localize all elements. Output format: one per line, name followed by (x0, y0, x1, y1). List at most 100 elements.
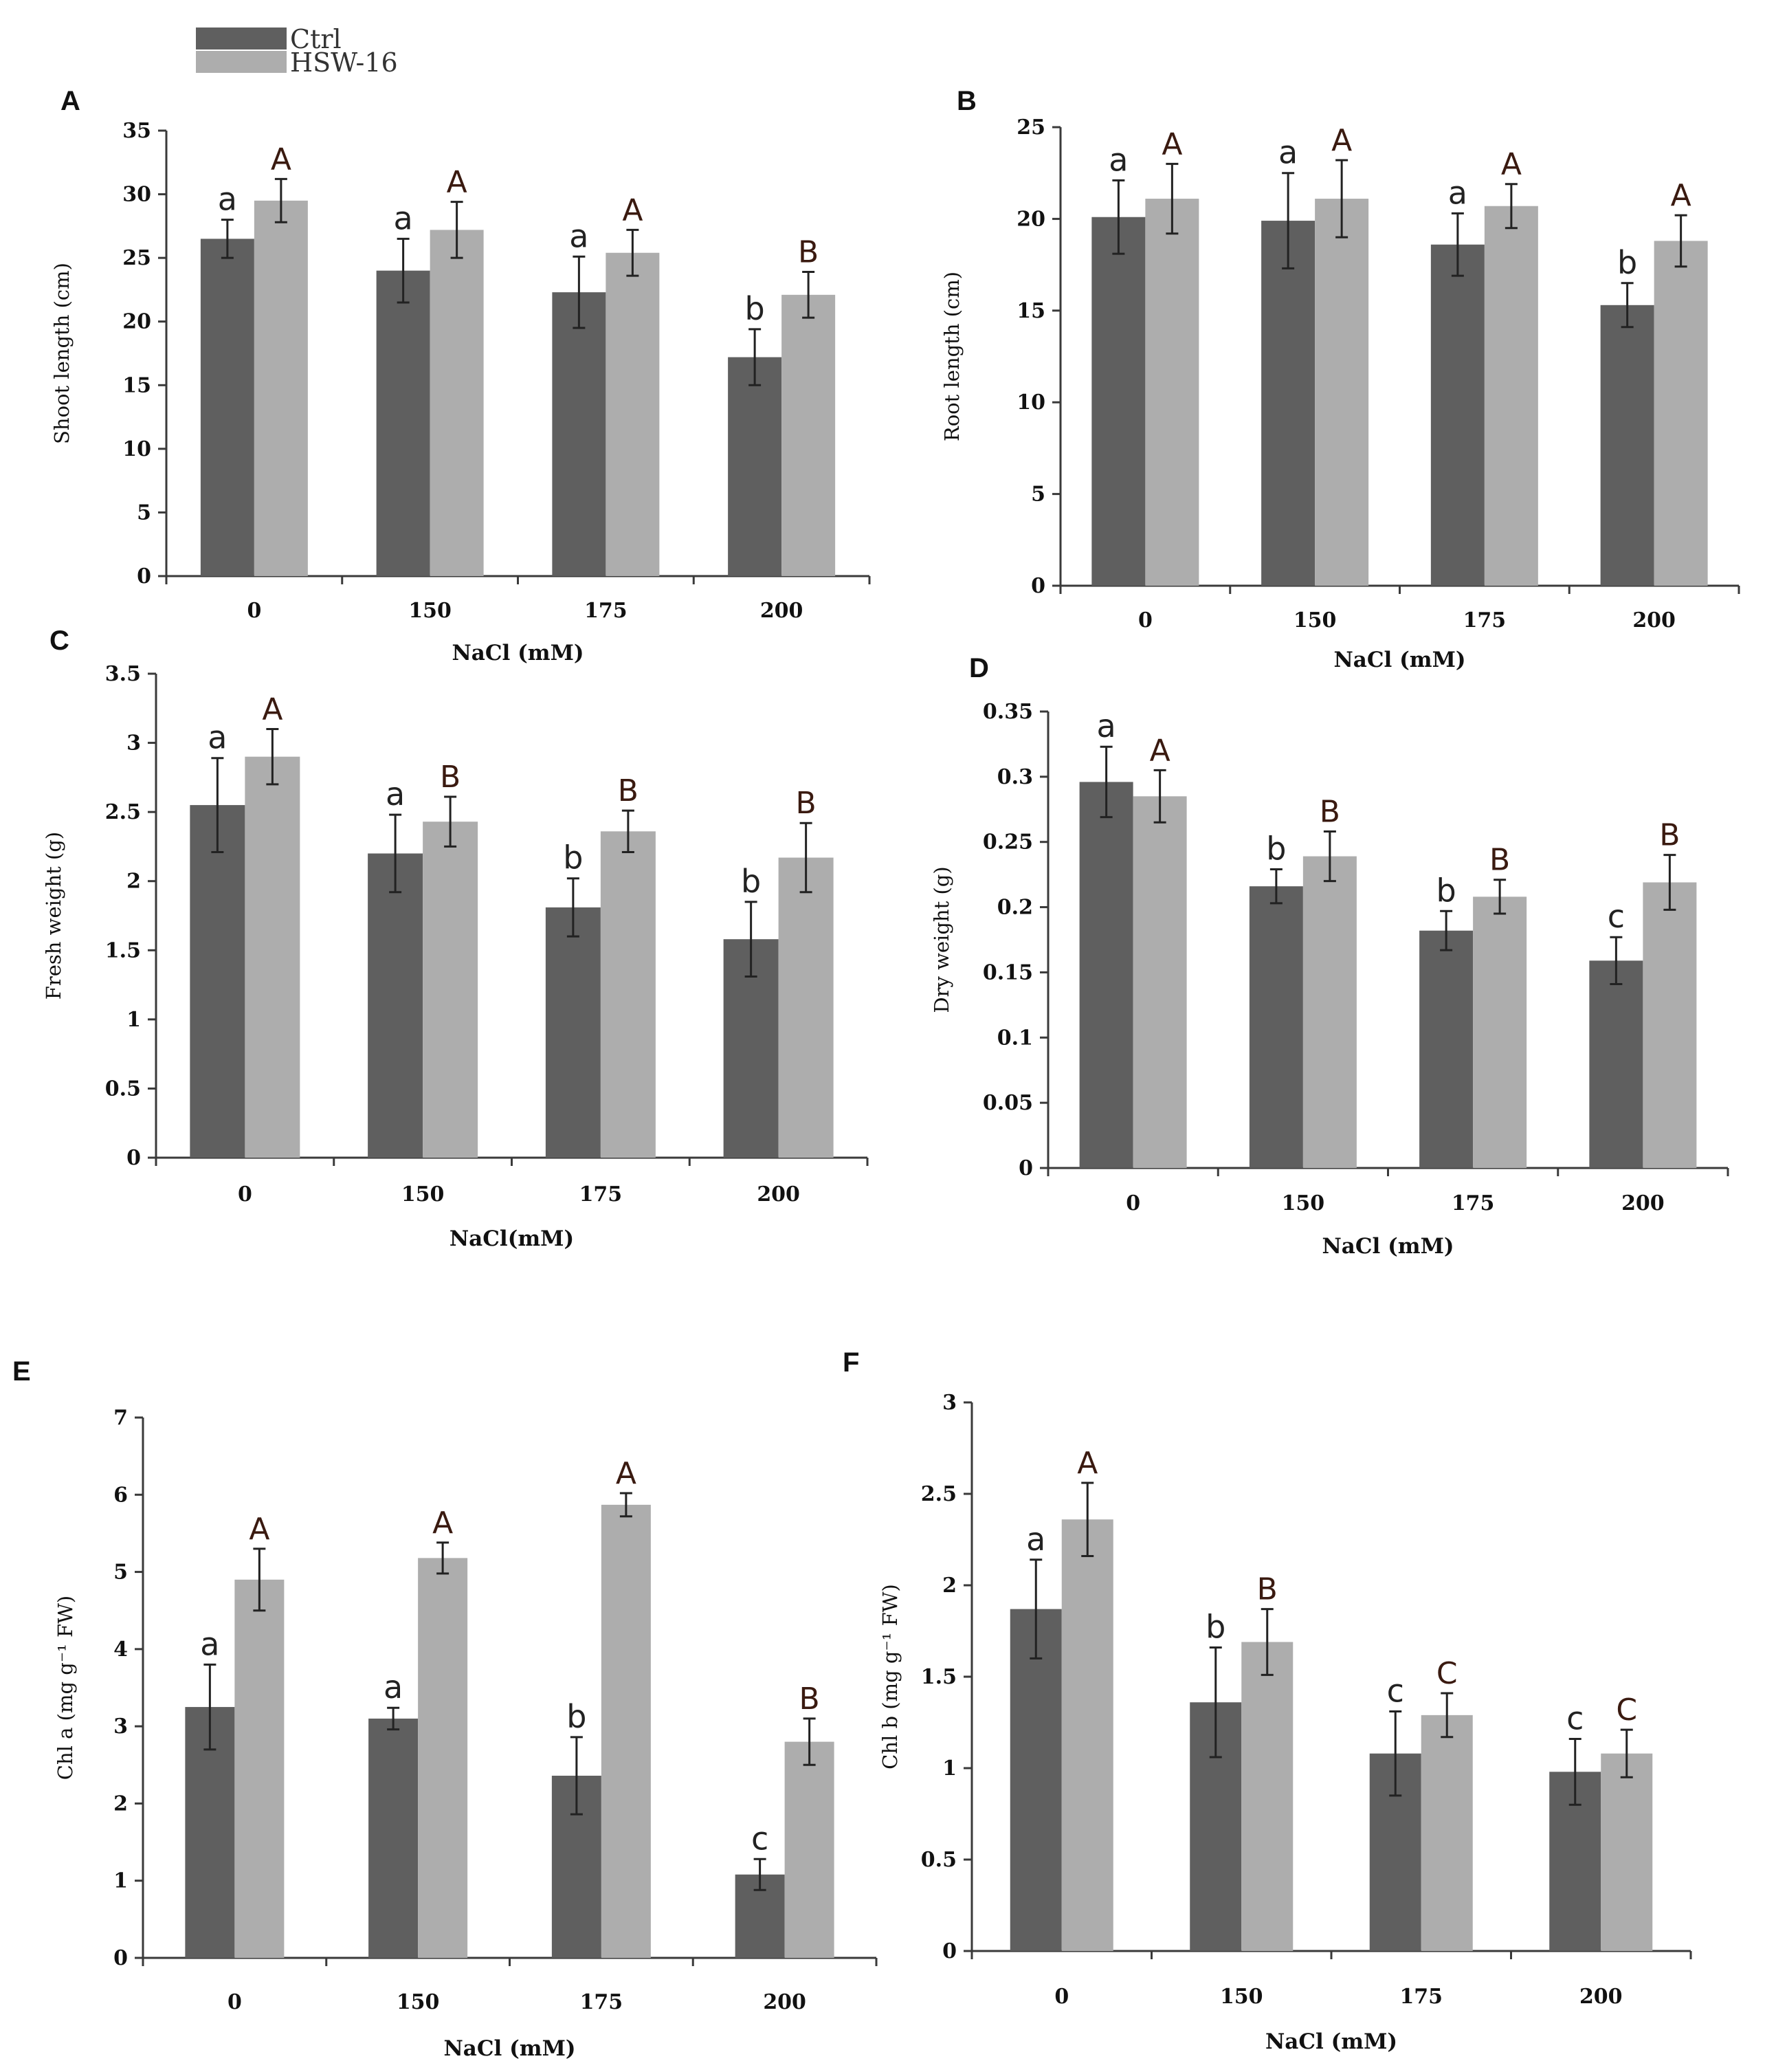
panel-c-x-tick-label: 175 (579, 1182, 623, 1206)
panel-a-significance-letter: a (394, 199, 413, 236)
panel-e-significance-letter: B (799, 1682, 820, 1717)
panel-e-significance-letter: a (200, 1625, 219, 1662)
panel-b-bar-hsw16-175 (1484, 206, 1538, 586)
panel-b-x-tick-label: 0 (1138, 608, 1153, 632)
panel-f-x-tick-label: 0 (1054, 1985, 1069, 2009)
panel-a-x-tick-label: 200 (760, 599, 803, 623)
panel-c-bar-hsw16-200 (778, 857, 834, 1158)
panel-c-significance-letter: a (386, 775, 405, 813)
panel-f-bar-ctrl-0 (1010, 1609, 1062, 1951)
panel-c-x-tick-label: 0 (238, 1182, 252, 1206)
panel-a-y-tick-label: 5 (137, 500, 151, 525)
panel-e-y-tick-label: 2 (113, 1792, 128, 1816)
panel-f-y-tick-label: 2 (942, 1574, 957, 1598)
panel-e-bar-hsw16-175 (601, 1504, 651, 1958)
panel-c-bar-ctrl-150 (368, 853, 423, 1158)
panel-e-y-tick-label: 7 (113, 1406, 128, 1430)
panel-d-x-tick-label: 0 (1126, 1191, 1140, 1215)
panel-e-significance-letter: A (616, 1456, 636, 1491)
panel-e-y-tick-label: 1 (113, 1869, 128, 1893)
panel-e-x-tick-label: 0 (227, 1990, 242, 2014)
panel-b-y-tick-label: 5 (1031, 483, 1045, 507)
panel-d-significance-letter: b (1436, 872, 1456, 909)
panel-a-y-tick-label: 35 (122, 119, 151, 143)
panel-c-x-title: NaCl(mM) (449, 1226, 574, 1251)
panel-d-significance-letter: a (1097, 707, 1116, 745)
panel-e-y-tick-label: 0 (113, 1946, 128, 1970)
panel-b-significance-letter: a (1448, 174, 1467, 211)
panel-b-y-tick-label: 10 (1017, 390, 1045, 415)
panel-a-bar-hsw16-175 (606, 252, 660, 576)
panel-b-bar-ctrl-0 (1091, 217, 1146, 586)
panel-a-y-tick-label: 30 (122, 183, 151, 207)
panel-f-y-tick-label: 3 (942, 1391, 957, 1415)
panel-d-bar-ctrl-150 (1249, 886, 1303, 1168)
panel-c-label: C (49, 626, 69, 656)
panel-d-y-tick-label: 0.25 (983, 830, 1033, 855)
panel-d-y-tick-label: 0 (1019, 1156, 1033, 1180)
panel-e-y-tick-label: 5 (113, 1561, 128, 1585)
panel-d-significance-letter: b (1266, 830, 1286, 868)
panel-b-bar-hsw16-200 (1654, 241, 1708, 586)
panel-d-bar-hsw16-150 (1302, 856, 1357, 1168)
panel-b-y-tick-label: 20 (1017, 207, 1045, 231)
panel-a-bar-ctrl-175 (552, 292, 606, 576)
panel-a-x-tick-label: 0 (247, 599, 261, 623)
panel-f-y-tick-label: 0.5 (921, 1848, 957, 1872)
panel-c-bar-ctrl-175 (545, 907, 601, 1158)
panel-d-x-title: NaCl (mM) (1322, 1234, 1454, 1259)
panel-c-significance-letter: a (208, 719, 227, 756)
panel-a-y-tick-label: 20 (122, 310, 151, 334)
panel-f-label: F (843, 1347, 859, 1378)
panel-e-label: E (12, 1356, 31, 1387)
panel-c-bar-ctrl-0 (190, 805, 245, 1158)
panel-b-bar-ctrl-175 (1430, 244, 1485, 586)
panel-a-significance-letter: A (622, 192, 643, 228)
panel-b-significance-letter: A (1671, 178, 1691, 213)
panel-c-x-tick-label: 200 (757, 1182, 800, 1206)
panel-e-y-tick-label: 3 (113, 1715, 128, 1739)
panel-d-bar-hsw16-200 (1643, 882, 1697, 1168)
panel-c-bar-hsw16-175 (600, 831, 656, 1158)
panel-b-x-tick-label: 150 (1294, 608, 1337, 632)
panel-d-bar-hsw16-175 (1473, 896, 1527, 1168)
panel-f-bar-hsw16-0 (1061, 1519, 1113, 1951)
legend-label-hsw16: HSW-16 (290, 47, 398, 78)
panel-d-y-tick-label: 0.15 (983, 960, 1033, 984)
panel-c-significance-letter: A (262, 692, 282, 727)
panel-f-significance-letter: C (1436, 1656, 1458, 1691)
panel-c-y-title: Fresh weight (g) (42, 832, 65, 1000)
panel-c-significance-letter: B (796, 786, 817, 821)
panel-d-y-tick-label: 0.35 (983, 700, 1033, 724)
panel-a-x-tick-label: 175 (584, 599, 628, 623)
panel-b-label: B (957, 86, 977, 116)
panel-e-y-tick-label: 6 (113, 1483, 128, 1507)
panel-f-significance-letter: A (1077, 1446, 1098, 1481)
panel-a-y-tick-label: 0 (137, 564, 151, 588)
panel-c-y-tick-label: 2.5 (105, 800, 141, 824)
panel-a-y-tick-label: 15 (122, 373, 151, 397)
panel-e-x-tick-label: 150 (397, 1990, 440, 2014)
panel-e-significance-letter: A (432, 1506, 453, 1541)
panel-d-significance-letter: A (1150, 733, 1170, 768)
panel-d-significance-letter: B (1320, 795, 1340, 830)
panel-f-y-title: Chl b (mg g⁻¹ FW) (878, 1584, 902, 1770)
panel-b-significance-letter: A (1162, 126, 1182, 162)
panel-c-significance-letter: B (440, 760, 460, 795)
panel-a-bar-ctrl-0 (200, 239, 254, 576)
panel-b-y-tick-label: 25 (1017, 115, 1045, 140)
panel-e: E 0 1 2 3 4 5 6 7 0 a A 150 a A 175 b A 200 c B NaCl (mM) Chl … (12, 1356, 878, 2061)
panel-d: D00.050.10.150.20.250.30.350aA150bB175bB… (930, 653, 1729, 1259)
panel-c-y-tick-label: 0.5 (105, 1077, 141, 1101)
panel-d-bar-hsw16-0 (1133, 796, 1187, 1168)
panel-d-y-tick-label: 0.1 (997, 1026, 1033, 1050)
panel-e-x-title: NaCl (mM) (443, 2036, 575, 2061)
panel-d-x-tick-label: 175 (1452, 1191, 1495, 1215)
panel-f-bar-hsw16-150 (1241, 1642, 1294, 1951)
panel-e-y-tick-label: 4 (113, 1638, 128, 1662)
panel-c-significance-letter: b (563, 839, 583, 877)
panel-c-x-tick-label: 150 (401, 1182, 445, 1206)
panel-f-x-tick-label: 150 (1220, 1985, 1263, 2009)
